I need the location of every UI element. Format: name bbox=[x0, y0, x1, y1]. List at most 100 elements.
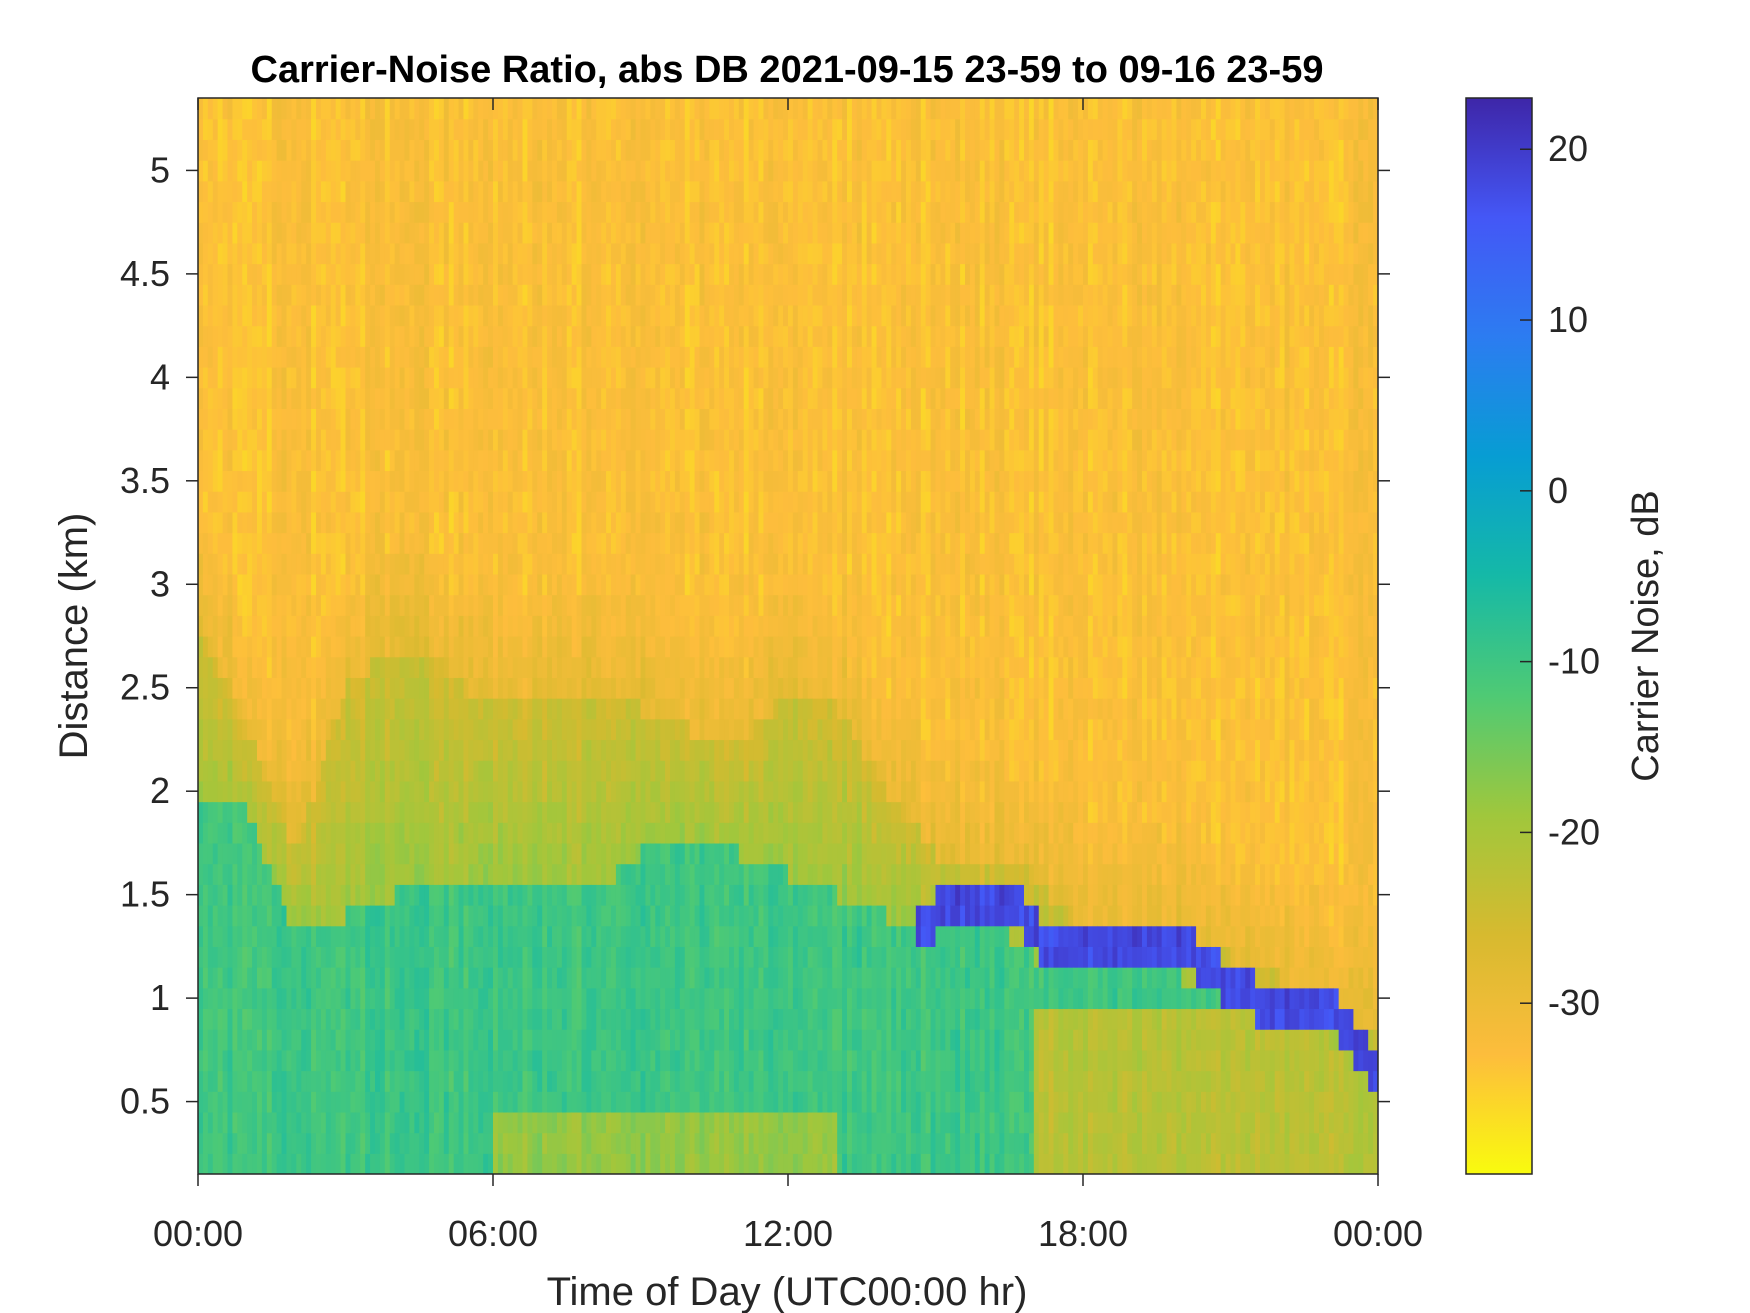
heatmap-cell bbox=[370, 987, 376, 1010]
heatmap-cell bbox=[635, 594, 642, 616]
heatmap-cell bbox=[198, 677, 204, 699]
heatmap-cell bbox=[576, 160, 583, 182]
heatmap-cell bbox=[365, 1111, 371, 1134]
heatmap-cell bbox=[556, 304, 563, 327]
heatmap-cell bbox=[419, 449, 425, 472]
heatmap-cell bbox=[547, 180, 553, 203]
heatmap-cell bbox=[665, 325, 671, 347]
heatmap-cell bbox=[217, 801, 224, 823]
heatmap-cell bbox=[478, 387, 484, 409]
heatmap-cell bbox=[591, 139, 597, 161]
heatmap-cell bbox=[576, 1008, 583, 1030]
heatmap-cell bbox=[443, 1029, 450, 1051]
heatmap-cell bbox=[286, 739, 293, 761]
heatmap-cell bbox=[261, 698, 268, 720]
heatmap-cell bbox=[409, 1049, 415, 1072]
heatmap-cell bbox=[207, 553, 214, 575]
heatmap-cell bbox=[266, 615, 273, 637]
heatmap-cell bbox=[384, 1008, 391, 1030]
heatmap-cell bbox=[404, 180, 411, 203]
heatmap-cell bbox=[635, 760, 642, 782]
heatmap-cell bbox=[198, 987, 204, 1010]
heatmap-cell bbox=[345, 346, 352, 368]
heatmap-cell bbox=[330, 698, 337, 720]
heatmap-cell bbox=[483, 925, 489, 947]
heatmap-cell bbox=[389, 1029, 396, 1051]
heatmap-cell bbox=[561, 1091, 568, 1113]
heatmap-cell bbox=[552, 491, 558, 513]
heatmap-cell bbox=[596, 98, 602, 120]
heatmap-cell bbox=[419, 780, 425, 803]
heatmap-cell bbox=[493, 801, 499, 823]
heatmap-cell bbox=[306, 946, 312, 968]
heatmap-cell bbox=[561, 739, 568, 761]
heatmap-cell bbox=[463, 594, 470, 616]
heatmap-cell bbox=[325, 884, 332, 906]
heatmap-cell bbox=[630, 842, 637, 865]
heatmap-cell bbox=[316, 1049, 322, 1072]
heatmap-cell bbox=[257, 1111, 263, 1134]
heatmap-cell bbox=[601, 242, 607, 265]
heatmap-cell bbox=[424, 346, 430, 368]
heatmap-cell bbox=[561, 842, 568, 865]
heatmap-cell bbox=[620, 739, 627, 761]
heatmap-cell bbox=[665, 987, 671, 1010]
heatmap-cell bbox=[532, 656, 538, 678]
heatmap-cell bbox=[325, 1008, 332, 1030]
heatmap-cell bbox=[522, 718, 529, 741]
heatmap-cell bbox=[271, 946, 278, 968]
heatmap-cell bbox=[207, 284, 214, 306]
heatmap-cell bbox=[257, 263, 263, 285]
heatmap-cell bbox=[247, 491, 253, 513]
heatmap-cell bbox=[547, 263, 553, 285]
heatmap-cell bbox=[316, 325, 322, 347]
heatmap-cell bbox=[522, 1132, 529, 1154]
heatmap-cell bbox=[443, 636, 450, 658]
heatmap-cell bbox=[365, 553, 371, 575]
heatmap-cell bbox=[222, 615, 229, 637]
heatmap-cell bbox=[620, 656, 627, 678]
heatmap-cell bbox=[561, 304, 568, 327]
heatmap-cell bbox=[370, 263, 376, 285]
heatmap-cell bbox=[571, 1091, 578, 1113]
heatmap-cell bbox=[488, 656, 494, 678]
heatmap-cell bbox=[650, 491, 656, 513]
heatmap-cell bbox=[497, 1153, 504, 1174]
heatmap-cell bbox=[615, 842, 622, 865]
heatmap-cell bbox=[606, 1132, 612, 1154]
heatmap-cell bbox=[350, 925, 356, 947]
heatmap-cell bbox=[665, 553, 671, 575]
heatmap-cell bbox=[419, 946, 425, 968]
heatmap-cell bbox=[276, 304, 283, 327]
heatmap-cell bbox=[384, 367, 391, 389]
heatmap-cell bbox=[552, 698, 558, 720]
heatmap-cell bbox=[232, 1091, 238, 1113]
heatmap-cell bbox=[404, 222, 411, 244]
heatmap-cell bbox=[409, 118, 415, 140]
heatmap-cell bbox=[306, 863, 312, 885]
heatmap-cell bbox=[453, 325, 460, 347]
heatmap-cell bbox=[316, 180, 322, 203]
heatmap-cell bbox=[266, 139, 273, 161]
heatmap-cell bbox=[566, 98, 573, 120]
heatmap-cell bbox=[458, 1070, 465, 1092]
heatmap-cell bbox=[517, 180, 524, 203]
heatmap-cell bbox=[355, 718, 361, 741]
heatmap-cell bbox=[493, 1111, 499, 1134]
heatmap-cell bbox=[365, 863, 371, 885]
heatmap-cell bbox=[252, 1070, 258, 1092]
heatmap-cell bbox=[271, 967, 278, 989]
heatmap-cell bbox=[291, 98, 297, 120]
heatmap-cell bbox=[650, 532, 656, 554]
heatmap-cell bbox=[345, 656, 352, 678]
heatmap-cell bbox=[665, 242, 671, 265]
heatmap-cell bbox=[497, 449, 504, 472]
heatmap-cell bbox=[242, 842, 248, 865]
heatmap-cell bbox=[512, 511, 519, 534]
heatmap-cell bbox=[350, 367, 356, 389]
heatmap-cell bbox=[517, 1049, 524, 1072]
heatmap-cell bbox=[576, 636, 583, 658]
heatmap-cell bbox=[591, 925, 597, 947]
heatmap-cell bbox=[581, 1091, 588, 1113]
heatmap-cell bbox=[404, 656, 411, 678]
